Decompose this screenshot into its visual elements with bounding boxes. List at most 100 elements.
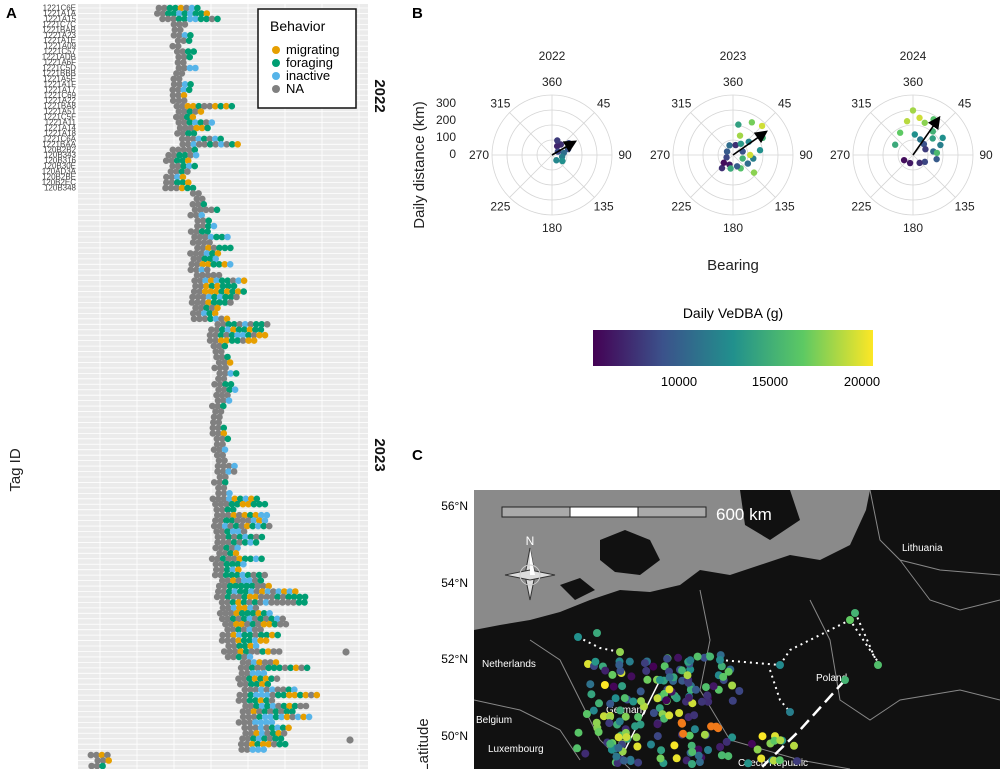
behavior-point: [99, 762, 106, 769]
legend-marker-inactive: [272, 72, 280, 80]
behavior-point: [206, 141, 214, 148]
behavior-point: [174, 37, 182, 44]
behavior-point: [301, 593, 309, 601]
behavior-point: [210, 413, 218, 421]
polar-point: [559, 157, 566, 165]
map-point: [770, 736, 779, 745]
behavior-point: [180, 97, 188, 104]
behavior-point: [268, 615, 276, 623]
behavior-point: [225, 397, 233, 404]
behavior-point: [209, 430, 217, 437]
behavior-point: [252, 604, 260, 612]
behavior-point: [205, 293, 213, 301]
behavior-point: [221, 457, 228, 464]
behavior-point: [218, 353, 226, 361]
behavior-point: [181, 21, 189, 28]
polar-point: [896, 129, 904, 136]
behavior-point: [180, 146, 188, 154]
behavior-point: [213, 326, 221, 334]
behavior-point: [220, 495, 228, 503]
behavior-point: [246, 719, 254, 726]
behavior-point: [241, 511, 249, 519]
map-point: [851, 609, 859, 617]
polar-point: [727, 165, 734, 172]
behavior-point: [196, 288, 203, 295]
behavior-point: [230, 653, 237, 661]
behavior-point: [215, 359, 223, 366]
behavior-point: [194, 4, 201, 12]
behavior-point: [239, 659, 247, 666]
behavior-point: [189, 135, 197, 143]
behavior-point: [183, 4, 190, 12]
behavior-point: [258, 730, 266, 737]
behavior-point: [250, 517, 258, 524]
behavior-point: [223, 337, 230, 344]
behavior-point: [87, 751, 95, 759]
behavior-point: [200, 135, 208, 143]
tag-id-tick: 1221C57: [44, 47, 77, 56]
behavior-point: [226, 495, 233, 503]
tag-id-tick: 1221C6A: [43, 134, 77, 143]
map-point: [769, 756, 778, 765]
map-point: [629, 697, 638, 706]
panel-a-y-ticks: 1221C6E1221A1A1221A151221C7C1221BAB1221A…: [42, 4, 77, 193]
behavior-point: [252, 326, 259, 334]
behavior-point: [219, 468, 227, 475]
behavior-point: [248, 664, 256, 672]
behavior-point: [265, 522, 273, 530]
behavior-point: [297, 691, 304, 699]
angle-tick-label: 90: [618, 148, 632, 162]
behavior-point: [229, 566, 237, 573]
polar-point: [891, 141, 899, 148]
behavior-point: [226, 588, 233, 595]
behavior-point: [169, 146, 177, 154]
angle-tick-label: 135: [594, 200, 614, 214]
behavior-point: [229, 277, 237, 285]
behavior-point: [257, 615, 265, 623]
behavior-point: [224, 615, 231, 623]
behavior-point: [232, 550, 240, 557]
behavior-point: [175, 15, 183, 23]
behavior-point: [274, 593, 281, 601]
behavior-point: [181, 108, 188, 115]
map-point: [685, 731, 694, 740]
behavior-point: [279, 593, 287, 601]
behavior-point: [207, 277, 215, 285]
place-label-luxembourg: Luxembourg: [488, 744, 544, 755]
behavior-point: [218, 528, 226, 535]
behavior-point: [246, 593, 254, 601]
behavior-point: [165, 10, 172, 17]
place-label-lithuania: Lithuania: [902, 543, 943, 554]
behavior-point: [213, 206, 221, 214]
behavior-point: [266, 735, 274, 742]
behavior-point: [254, 582, 261, 590]
behavior-point: [224, 599, 231, 606]
behavior-point: [217, 544, 225, 552]
behavior-point: [195, 310, 202, 317]
behavior-point: [252, 719, 259, 726]
behavior-point: [285, 686, 293, 693]
polar-point: [553, 157, 560, 164]
tag-id-tick: 1221A1A: [43, 9, 77, 18]
behavior-point: [207, 288, 214, 295]
facet-title-2022: 2022: [539, 49, 566, 63]
behavior-point: [220, 648, 228, 655]
behavior-point: [246, 626, 253, 633]
polar-point: [900, 156, 908, 164]
behavior-point: [220, 397, 227, 404]
behavior-point: [222, 381, 229, 388]
behavior-point: [259, 740, 267, 748]
behavior-point: [273, 675, 281, 682]
behavior-point: [189, 310, 197, 317]
map-point: [618, 682, 627, 691]
behavior-point: [235, 326, 243, 334]
behavior-point: [169, 97, 177, 104]
behavior-point: [198, 124, 206, 132]
map-point: [776, 661, 784, 669]
behavior-point: [217, 102, 225, 110]
behavior-point: [241, 593, 248, 601]
behavior-point: [210, 419, 217, 426]
behavior-point: [191, 206, 199, 214]
panel-c-map: 600 km N 56°N 54°N 52°N 50°N Latitude Li…: [415, 489, 1000, 769]
behavior-point: [216, 342, 223, 350]
